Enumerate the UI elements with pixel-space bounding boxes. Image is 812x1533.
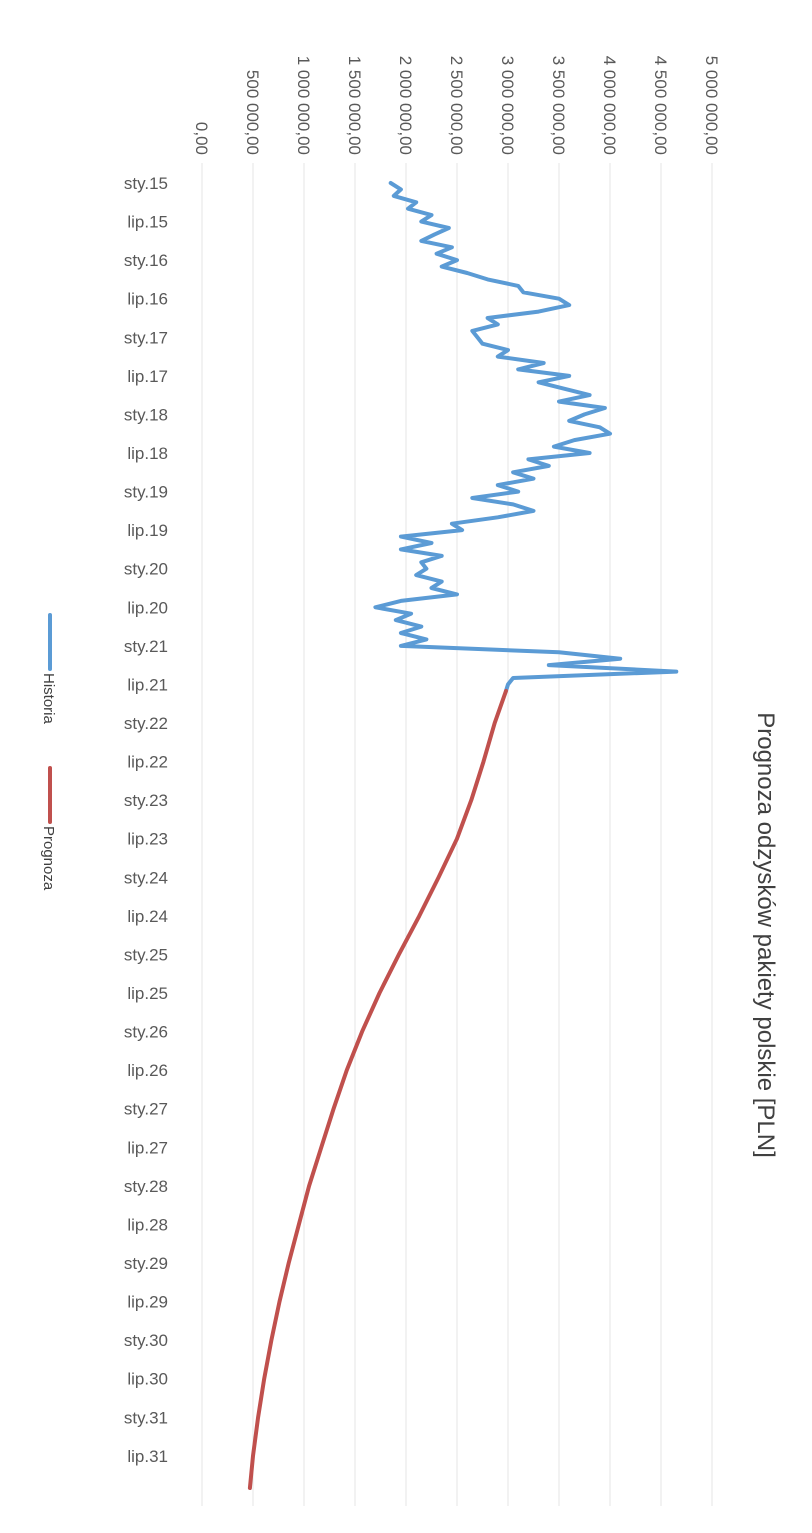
x-tick-label: sty.21 xyxy=(124,637,168,656)
x-tick-label: lip.22 xyxy=(127,753,168,772)
legend-label-prognoza: Prognoza xyxy=(40,826,57,891)
x-tick-label: lip.31 xyxy=(127,1447,168,1466)
x-tick-label: sty.16 xyxy=(124,251,168,270)
legend-label-historia: Historia xyxy=(40,673,57,725)
series-line-prognoza xyxy=(247,688,508,1490)
x-tick-label: lip.30 xyxy=(127,1370,168,1389)
series-line-historia xyxy=(373,181,679,693)
x-tick-label: sty.29 xyxy=(124,1254,168,1273)
y-tick-label: 2 500 000,00 xyxy=(447,56,466,155)
legend: Historia Prognoza xyxy=(40,613,57,891)
chart-title: Prognoza odzysków pakiety polskie [PLN] xyxy=(752,712,779,1158)
x-tick-label: sty.19 xyxy=(124,483,168,502)
x-tick-label: lip.15 xyxy=(127,213,168,232)
x-tick-label: sty.24 xyxy=(124,868,168,887)
x-tick-label: lip.26 xyxy=(127,1061,168,1080)
x-tick-label: lip.16 xyxy=(127,290,168,309)
x-tick-label: lip.29 xyxy=(127,1293,168,1312)
x-tick-label: sty.30 xyxy=(124,1331,168,1350)
x-tick-label: sty.27 xyxy=(124,1100,168,1119)
y-tick-label: 500 000,00 xyxy=(243,70,262,155)
x-tick-label: sty.23 xyxy=(124,791,168,810)
x-tick-label: lip.17 xyxy=(127,367,168,386)
y-tick-label: 3 500 000,00 xyxy=(549,56,568,155)
x-tick-label: sty.31 xyxy=(124,1408,168,1427)
x-tick-label: sty.28 xyxy=(124,1177,168,1196)
x-tick-label: sty.18 xyxy=(124,405,168,424)
x-tick-label: sty.25 xyxy=(124,945,168,964)
x-tick-label: lip.25 xyxy=(127,984,168,1003)
x-tick-label: sty.26 xyxy=(124,1023,168,1042)
x-axis-tick-labels: sty.15 lip.15 sty.16 lip.16 sty.17 lip.17 sty.… xyxy=(124,174,168,1466)
y-axis-tick-labels: 0,00 500 000,00 1 000 000,00 1 500 000,00 2 … xyxy=(192,56,721,155)
y-tick-label: 4 500 000,00 xyxy=(651,56,670,155)
x-tick-label: lip.24 xyxy=(127,907,168,926)
y-tick-label: 1 500 000,00 xyxy=(345,56,364,155)
x-tick-label: sty.15 xyxy=(124,174,168,193)
x-tick-label: lip.20 xyxy=(127,598,168,617)
y-tick-label: 0,00 xyxy=(192,122,211,155)
y-tick-label: 2 000 000,00 xyxy=(396,56,415,155)
x-tick-label: lip.21 xyxy=(127,675,168,694)
y-tick-label: 4 000 000,00 xyxy=(600,56,619,155)
x-tick-label: lip.28 xyxy=(127,1215,168,1234)
x-tick-label: sty.22 xyxy=(124,714,168,733)
series-lines xyxy=(247,181,679,1490)
y-tick-label: 1 000 000,00 xyxy=(294,56,313,155)
x-tick-label: lip.27 xyxy=(127,1138,168,1157)
x-tick-label: sty.17 xyxy=(124,328,168,347)
x-tick-label: lip.18 xyxy=(127,444,168,463)
y-tick-label: 3 000 000,00 xyxy=(498,56,517,155)
y-tick-label: 5 000 000,00 xyxy=(702,56,721,155)
x-tick-label: lip.19 xyxy=(127,521,168,540)
x-tick-label: sty.20 xyxy=(124,560,168,579)
x-tick-label: lip.23 xyxy=(127,830,168,849)
